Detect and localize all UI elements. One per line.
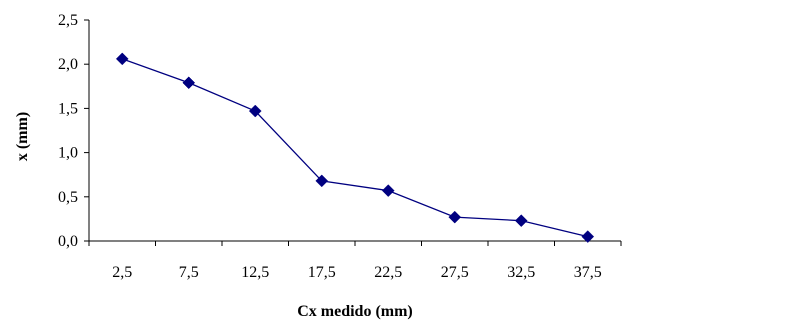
data-point xyxy=(514,214,528,228)
data-point xyxy=(581,230,595,243)
y-axis-title: x (mm) xyxy=(14,112,31,161)
x-tick-label: 27,5 xyxy=(441,264,469,281)
series-layer xyxy=(115,52,595,243)
data-point xyxy=(248,104,262,118)
data-point xyxy=(448,210,462,224)
y-tick-label: 2,5 xyxy=(58,12,78,29)
y-tick-label: 0,0 xyxy=(58,233,78,250)
data-point xyxy=(182,76,196,90)
x-tick-label: 12,5 xyxy=(241,264,269,281)
data-point xyxy=(315,174,329,188)
x-tick-label: 2,5 xyxy=(112,264,132,281)
x-axis-ticks: 2,5 7,5 12,5 17,5 22,5 27,5 32,5 37,5 xyxy=(88,241,622,281)
data-point xyxy=(381,184,395,197)
y-tick-label: 1,5 xyxy=(58,100,78,117)
x-tick-label: 22,5 xyxy=(374,264,402,281)
x-tick-label: 32,5 xyxy=(507,264,535,281)
y-tick-label: 2,0 xyxy=(58,56,78,73)
data-point xyxy=(115,52,129,66)
y-tick-label: 0,5 xyxy=(58,189,78,206)
y-tick-label: 1,0 xyxy=(58,145,78,162)
y-axis-ticks: 0,0 0,5 1,0 1,5 2,0 2,5 xyxy=(58,12,89,250)
series-line xyxy=(122,58,588,238)
x-tick-label: 37,5 xyxy=(574,264,602,281)
x-axis-title: Cx medido (mm) xyxy=(297,303,413,320)
x-tick-label: 17,5 xyxy=(308,264,336,281)
x-tick-label: 7,5 xyxy=(179,264,199,281)
